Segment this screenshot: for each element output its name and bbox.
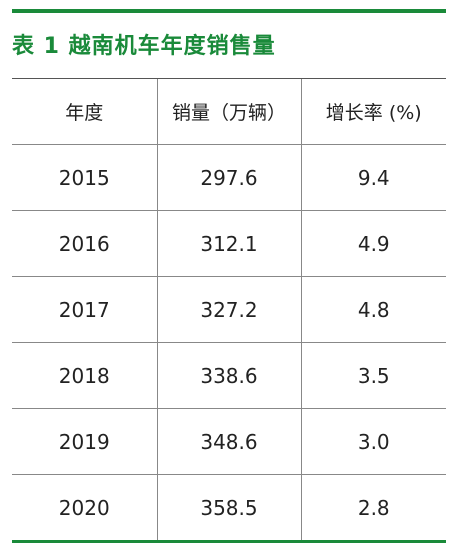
- table-cell: 2020: [12, 474, 157, 543]
- table-cell: 2018: [12, 342, 157, 409]
- table-cell: 327.2: [156, 276, 301, 343]
- header-cell: 增长率 (%): [300, 78, 446, 145]
- table-cell: 2016: [12, 210, 157, 277]
- table-cell: 9.4: [300, 144, 446, 211]
- table-row: 2016 312.1 4.9: [12, 210, 446, 277]
- table-cell: 2019: [12, 408, 157, 475]
- header-cell: 销量（万辆）: [156, 78, 301, 145]
- table-cell: 348.6: [156, 408, 301, 475]
- table-row: 2020 358.5 2.8: [12, 474, 446, 543]
- table-title: 表 1 越南机车年度销售量: [12, 34, 276, 59]
- table-cell: 4.8: [300, 276, 446, 343]
- header-cell: 年度: [12, 78, 157, 145]
- table-cell: 3.0: [300, 408, 446, 475]
- table-cell: 338.6: [156, 342, 301, 409]
- top-rule: [12, 9, 446, 13]
- table-cell: 2015: [12, 144, 157, 211]
- table-body: 2015 297.6 9.4 2016 312.1 4.9 2017 327.2 4.8 2018…: [12, 144, 446, 543]
- table-row: 2019 348.6 3.0: [12, 408, 446, 475]
- table-cell: 2017: [12, 276, 157, 343]
- table-cell: 312.1: [156, 210, 301, 277]
- table-row: 2018 338.6 3.5: [12, 342, 446, 409]
- table-row: 2015 297.6 9.4: [12, 144, 446, 211]
- table-row: 2017 327.2 4.8: [12, 276, 446, 343]
- table-cell: 297.6: [156, 144, 301, 211]
- table-cell: 2.8: [300, 474, 446, 543]
- table-cell: 358.5: [156, 474, 301, 543]
- sales-table: 年度 销量（万辆） 增长率 (%) 2015 297.6 9.4 2016 312.1 4.9…: [12, 78, 446, 543]
- header-row: 年度 销量（万辆） 增长率 (%): [12, 78, 446, 145]
- table-cell: 3.5: [300, 342, 446, 409]
- table-cell: 4.9: [300, 210, 446, 277]
